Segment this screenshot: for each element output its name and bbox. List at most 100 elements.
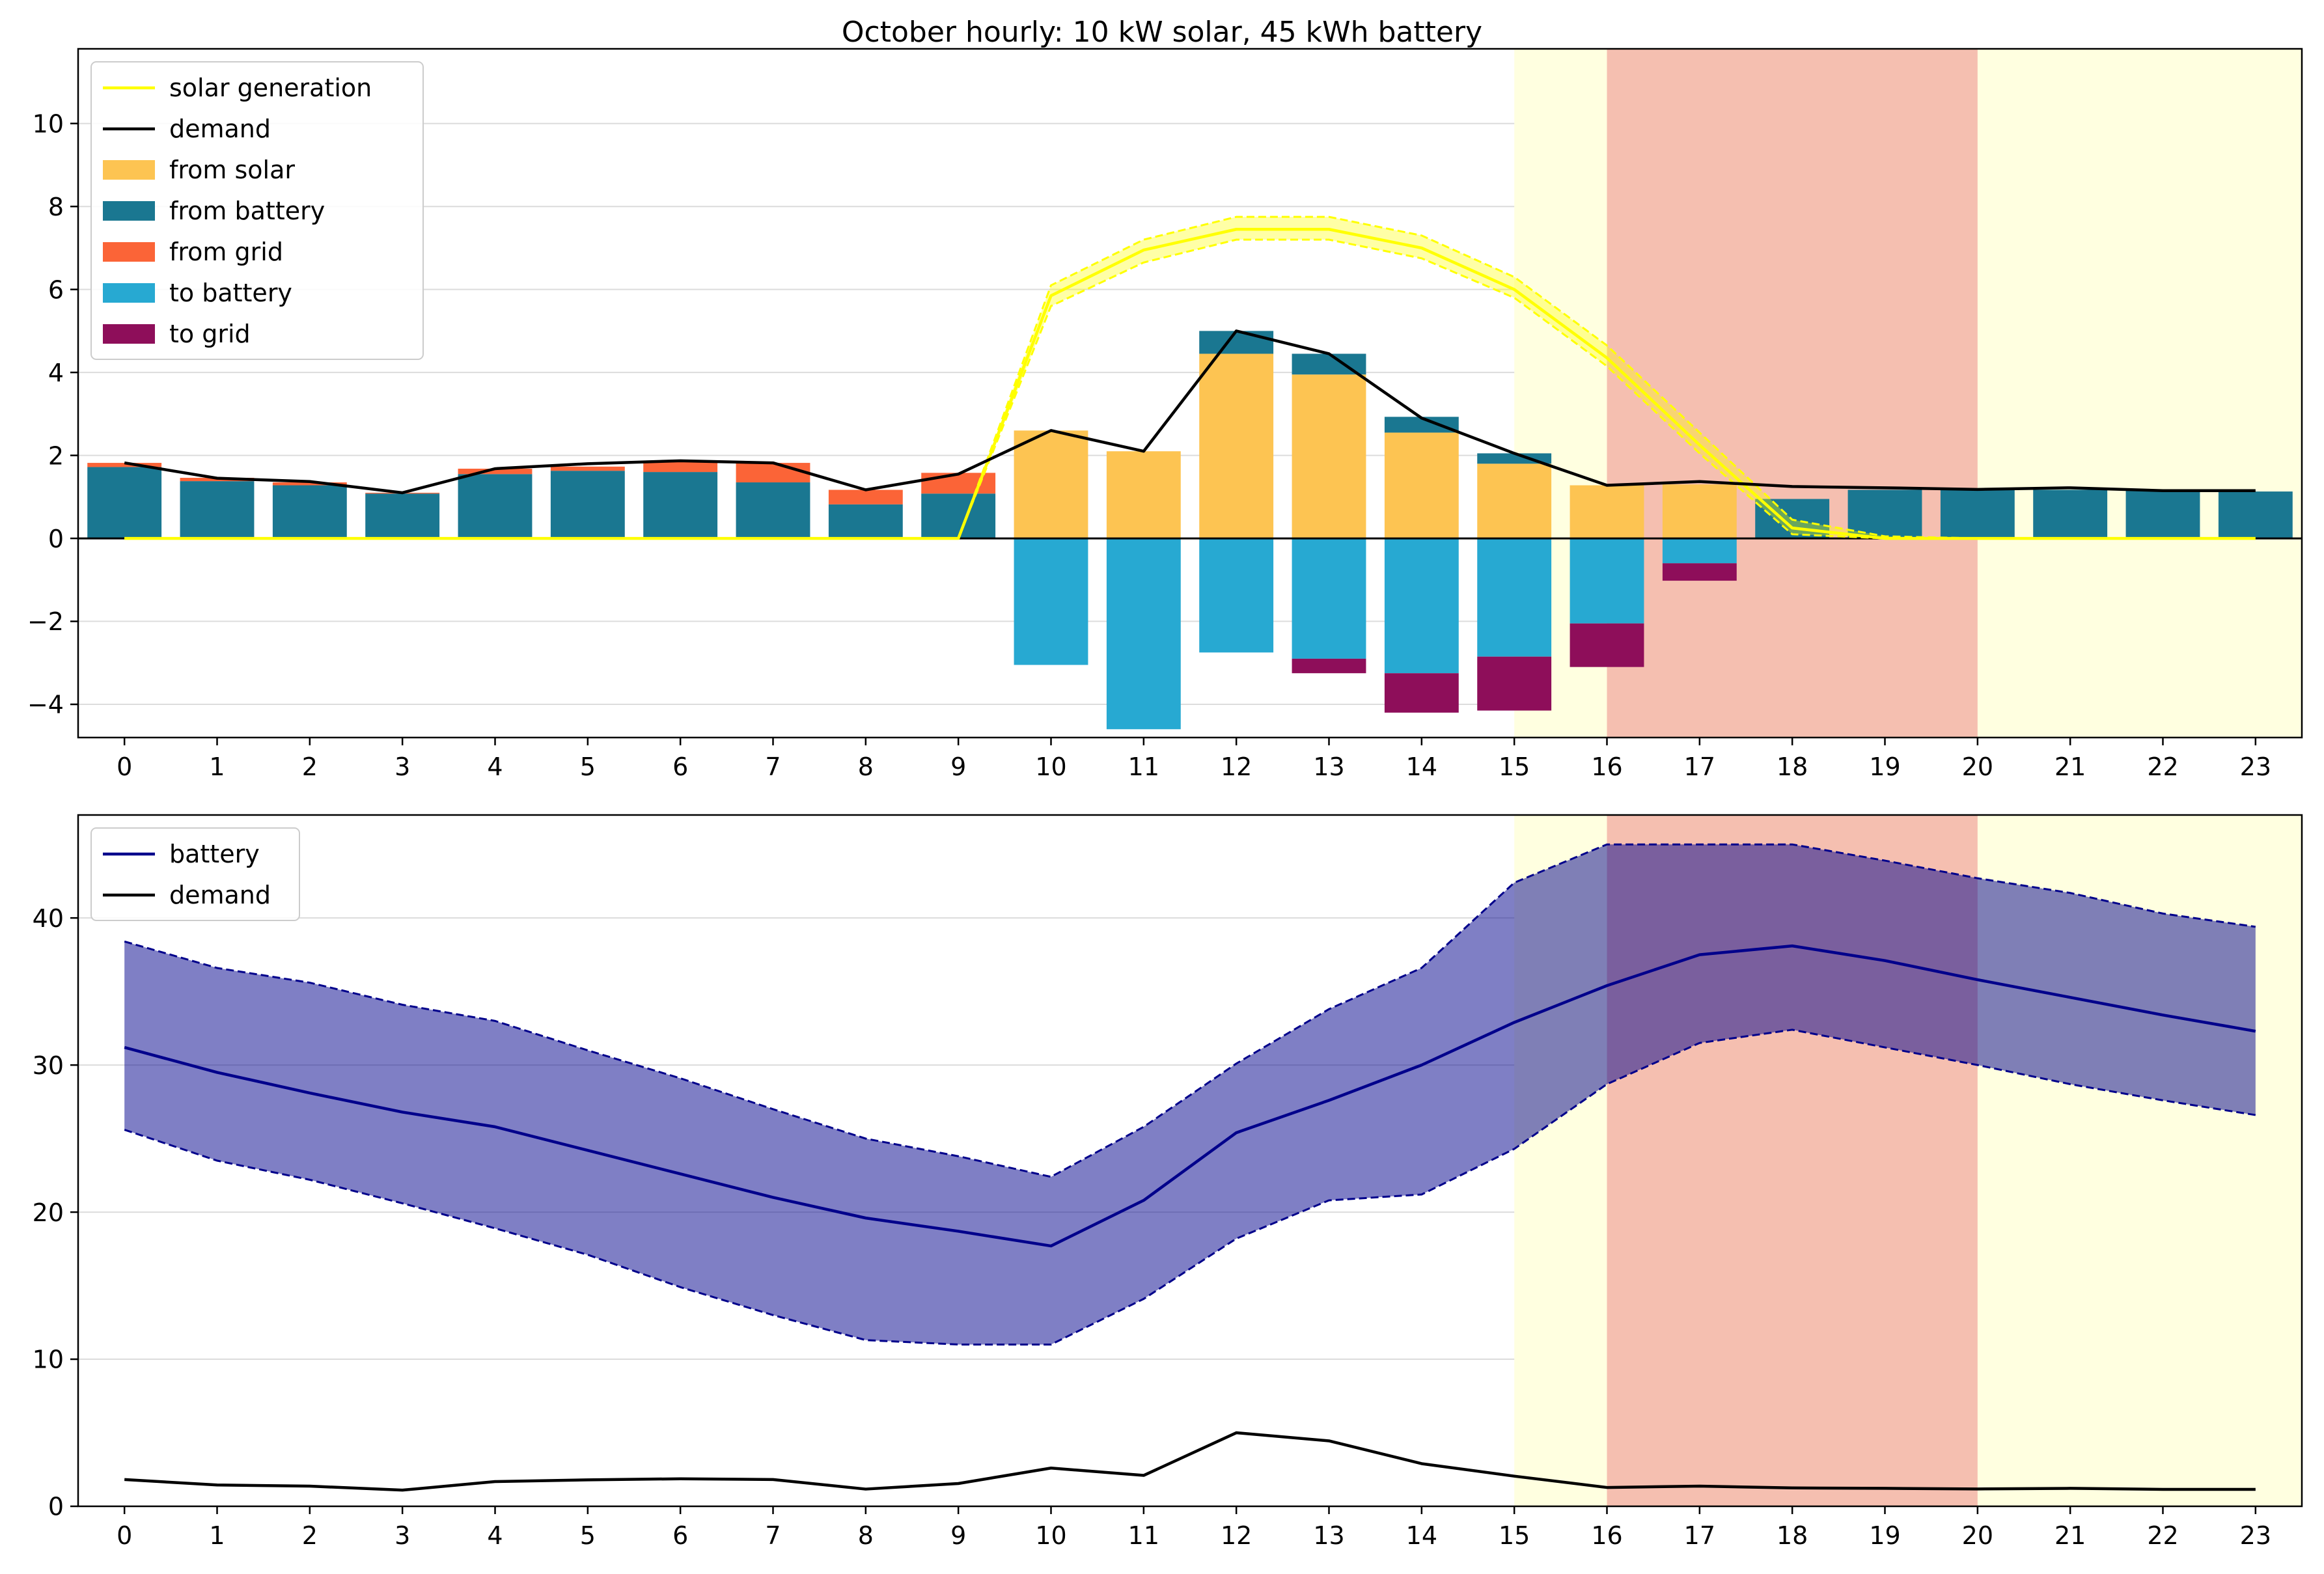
x-tick-label: 2 bbox=[302, 1521, 318, 1550]
bar-from-grid-0 bbox=[87, 463, 162, 467]
x-tick-label: 19 bbox=[1869, 1521, 1900, 1550]
bar-from-battery-9 bbox=[921, 493, 996, 539]
bar-from-battery-4 bbox=[458, 474, 533, 539]
x-tick-label: 20 bbox=[1962, 752, 1993, 781]
legend-label: from grid bbox=[169, 238, 283, 266]
bar-from-grid-7 bbox=[736, 463, 810, 483]
bar-to-battery-13 bbox=[1292, 538, 1366, 659]
x-tick-label: 18 bbox=[1777, 752, 1808, 781]
x-tick-label: 15 bbox=[1499, 1521, 1530, 1550]
bar-to-battery-14 bbox=[1384, 538, 1459, 674]
bar-from-battery-5 bbox=[550, 471, 625, 539]
x-tick-label: 7 bbox=[765, 1521, 781, 1550]
x-tick-label: 5 bbox=[580, 752, 596, 781]
y-tick-label: 8 bbox=[48, 193, 64, 221]
bar-to-grid-16 bbox=[1570, 623, 1644, 667]
bar-from-battery-1 bbox=[180, 481, 255, 539]
highlight-band-1 bbox=[1607, 49, 1978, 738]
x-tick-label: 17 bbox=[1684, 752, 1715, 781]
x-tick-label: 19 bbox=[1869, 752, 1900, 781]
bar-from-battery-8 bbox=[828, 504, 903, 539]
battery-line bbox=[124, 944, 2256, 1248]
bar-to-grid-15 bbox=[1477, 656, 1552, 711]
x-tick-label: 22 bbox=[2147, 752, 2178, 781]
y-tick-label: −4 bbox=[27, 691, 64, 719]
bar-to-battery-12 bbox=[1199, 538, 1274, 653]
x-tick-label: 21 bbox=[2054, 1521, 2086, 1550]
bar-to-battery-16 bbox=[1570, 538, 1644, 624]
x-tick-label: 13 bbox=[1313, 752, 1344, 781]
bar-from-solar-10 bbox=[1014, 430, 1088, 539]
x-tick-label: 11 bbox=[1128, 752, 1159, 781]
x-tick-label: 18 bbox=[1777, 1521, 1808, 1550]
bar-from-battery-20 bbox=[1940, 490, 2015, 539]
x-tick-label: 3 bbox=[394, 752, 410, 781]
bar-from-solar-15 bbox=[1477, 463, 1552, 539]
x-tick-label: 0 bbox=[117, 1521, 132, 1550]
legend-label: demand bbox=[169, 881, 271, 909]
solar-generation-line bbox=[124, 227, 2256, 540]
bar-from-solar-12 bbox=[1199, 353, 1274, 539]
chart-title: October hourly: 10 kW solar, 45 kWh batt… bbox=[842, 16, 1482, 49]
x-tick-label: 12 bbox=[1221, 1521, 1252, 1550]
legend-label: from battery bbox=[169, 197, 325, 225]
legend-label: solar generation bbox=[169, 74, 372, 102]
bar-from-solar-17 bbox=[1662, 484, 1737, 539]
legend-label: demand bbox=[169, 115, 271, 143]
x-tick-label: 8 bbox=[858, 1521, 874, 1550]
legend-label: to grid bbox=[169, 320, 251, 348]
x-tick-label: 4 bbox=[487, 752, 503, 781]
x-tick-label: 1 bbox=[209, 752, 225, 781]
demand-line bbox=[124, 329, 2256, 495]
bar-from-grid-6 bbox=[643, 462, 718, 473]
x-tick-label: 13 bbox=[1313, 1521, 1344, 1550]
x-tick-label: 22 bbox=[2147, 1521, 2178, 1550]
x-tick-label: 9 bbox=[950, 1521, 966, 1550]
bar-from-battery-6 bbox=[643, 472, 718, 539]
x-tick-label: 6 bbox=[672, 1521, 688, 1550]
y-tick-label: 4 bbox=[48, 359, 64, 387]
bar-from-grid-4 bbox=[458, 468, 533, 475]
bar-from-solar-13 bbox=[1292, 374, 1366, 539]
bar-to-grid-14 bbox=[1384, 673, 1459, 713]
bar-from-grid-9 bbox=[921, 473, 996, 494]
bar-from-battery-7 bbox=[736, 482, 810, 539]
bar-to-grid-13 bbox=[1292, 658, 1366, 674]
y-tick-label: 40 bbox=[33, 904, 64, 933]
bar-from-battery-12 bbox=[1199, 331, 1274, 354]
bar-to-battery-15 bbox=[1477, 538, 1552, 657]
x-tick-label: 9 bbox=[950, 752, 966, 781]
bar-from-battery-3 bbox=[365, 493, 440, 539]
x-tick-label: 15 bbox=[1499, 752, 1530, 781]
x-tick-label: 5 bbox=[580, 1521, 596, 1550]
x-tick-label: 8 bbox=[858, 752, 874, 781]
bar-from-grid-8 bbox=[828, 490, 903, 504]
y-tick-label: 30 bbox=[33, 1051, 64, 1080]
battery-lower-bound bbox=[124, 1029, 2256, 1346]
legend-label: to battery bbox=[169, 279, 292, 307]
y-tick-label: 10 bbox=[33, 109, 64, 138]
plot-frame bbox=[77, 48, 2303, 739]
x-tick-label: 12 bbox=[1221, 752, 1252, 781]
x-tick-label: 2 bbox=[302, 752, 318, 781]
x-tick-label: 14 bbox=[1406, 752, 1437, 781]
y-tick-label: 6 bbox=[48, 275, 64, 304]
y-tick-label: −2 bbox=[27, 607, 64, 636]
plot-frame bbox=[77, 814, 2303, 1508]
y-tick-label: 0 bbox=[48, 525, 64, 553]
bar-from-battery-22 bbox=[2125, 490, 2200, 539]
legend-swatch-to-grid bbox=[103, 324, 155, 344]
bar-from-grid-2 bbox=[272, 482, 347, 486]
legend-box bbox=[90, 61, 424, 360]
bar-from-battery-23 bbox=[2218, 491, 2293, 539]
bar-from-battery-21 bbox=[2033, 490, 2108, 539]
bar-from-solar-16 bbox=[1570, 485, 1644, 539]
y-tick-label: 0 bbox=[48, 1493, 64, 1521]
legend-box bbox=[90, 827, 300, 921]
bar-to-battery-11 bbox=[1106, 538, 1181, 730]
legend-swatch-from-battery bbox=[103, 201, 155, 221]
